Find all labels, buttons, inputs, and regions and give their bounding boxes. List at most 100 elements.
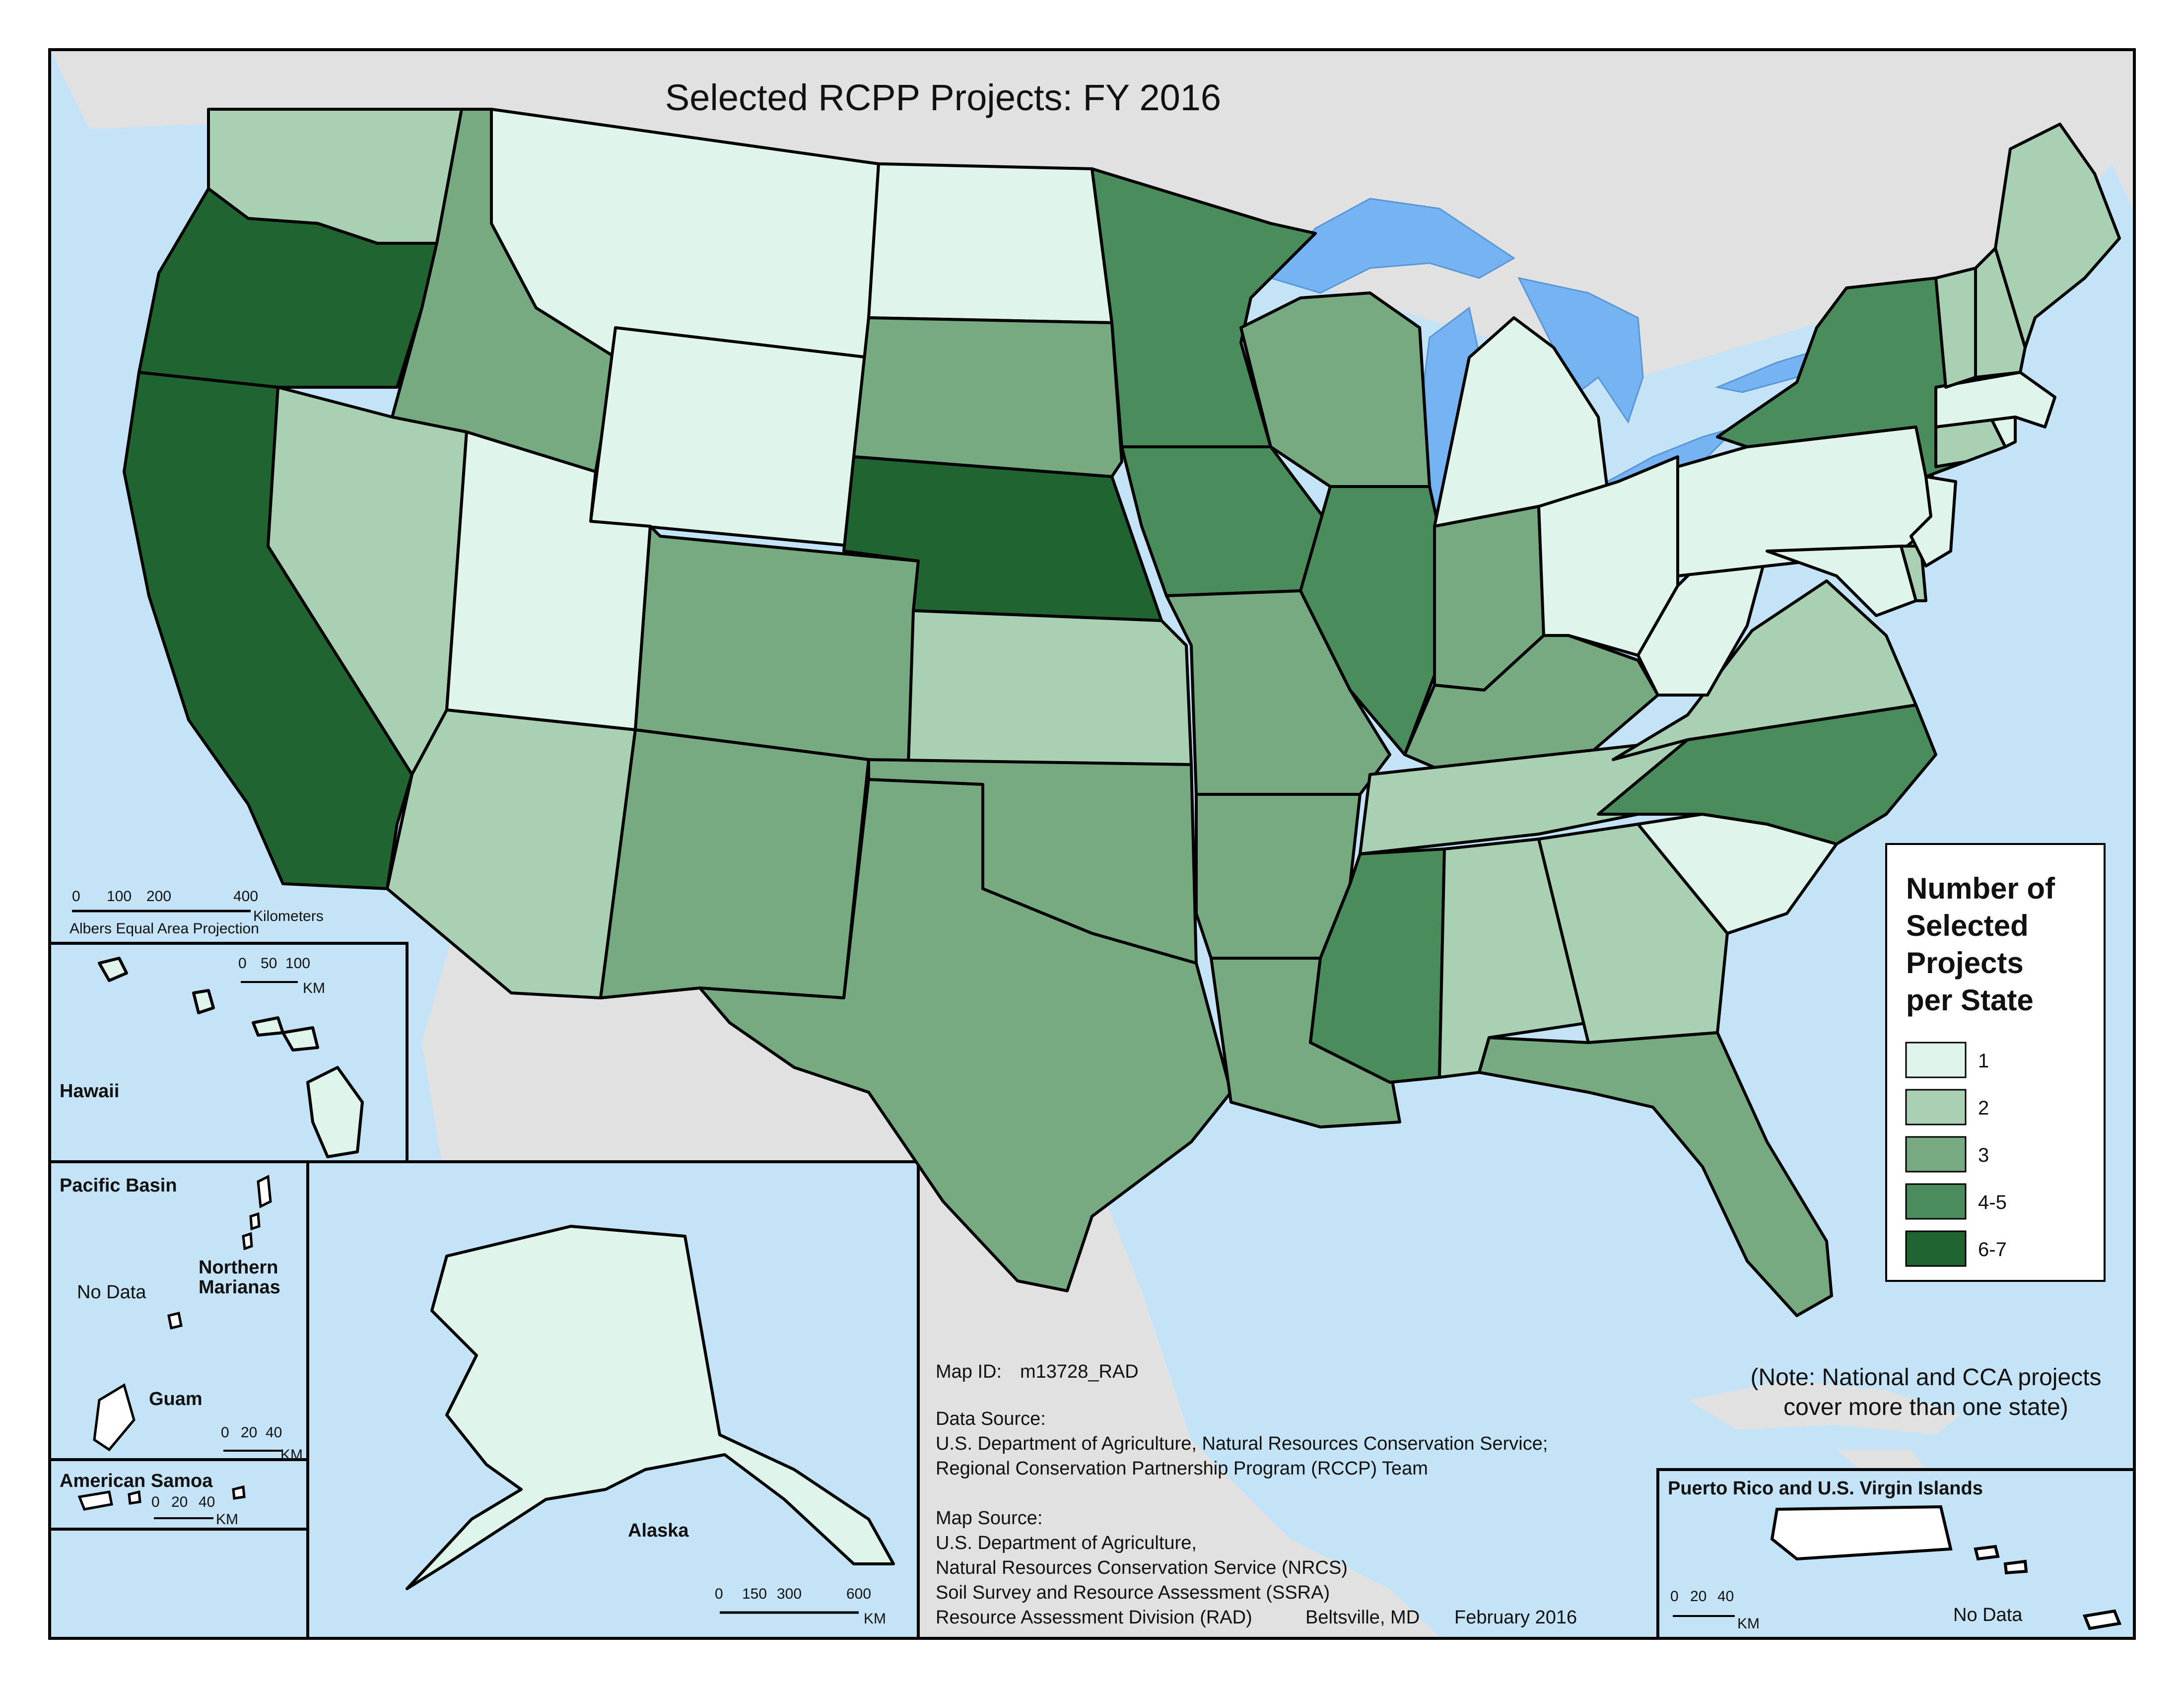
state-WY [589,326,870,548]
state-NH [1974,247,2027,379]
pacific-basin-label: Pacific Basin [60,1175,177,1196]
svg-text:m13728_RAD: m13728_RAD [1020,1361,1139,1382]
svg-text:per State: per State [1906,984,2034,1017]
svg-text:40: 40 [266,1424,282,1441]
legend-swatch [1905,1183,1967,1220]
svg-text:February 2016: February 2016 [1454,1607,1577,1628]
note: (Note: National and CCA projects cover m… [1750,1364,2101,1420]
svg-text:KM: KM [280,1447,303,1463]
state-MD [1766,545,1917,617]
state-NM [599,728,870,999]
svg-text:U.S. Department of Agriculture: U.S. Department of Agriculture, Natural … [936,1433,1548,1454]
svg-text:20: 20 [241,1424,257,1441]
svg-text:50: 50 [261,955,277,972]
svg-text:0: 0 [72,888,80,905]
svg-text:(Note: National and CCA projec: (Note: National and CCA projects [1750,1364,2101,1391]
legend-label: 6-7 [1978,1239,2007,1261]
puerto-rico-no-data: No Data [1953,1605,2023,1625]
svg-text:Albers Equal Area Projection: Albers Equal Area Projection [69,920,259,937]
svg-text:Regional Conservation Partners: Regional Conservation Partnership Progra… [936,1458,1428,1479]
svg-text:U.S. Department of Agriculture: U.S. Department of Agriculture, [936,1533,1197,1553]
svg-text:Soil Survey and Resource Asses: Soil Survey and Resource Assessment (SSR… [936,1582,1330,1603]
svg-text:cover more than one state): cover more than one state) [1783,1394,2068,1420]
svg-text:100: 100 [107,888,132,905]
state-KS [907,609,1193,766]
svg-text:Map ID:: Map ID: [936,1361,1002,1382]
state-FL [1478,1031,1833,1317]
state-GA [1537,823,1729,1044]
legend-swatch [1905,1230,1967,1267]
state-AK [406,1225,895,1590]
svg-text:KM: KM [303,980,325,996]
state-WI [1239,291,1431,488]
svg-text:100: 100 [285,955,310,972]
pacific-basin-inset [48,1160,309,1461]
samoa-scale: 0 20 40 KM [151,1494,238,1528]
svg-text:Kilometers: Kilometers [253,908,324,924]
pacific-no-data: No Data [77,1282,146,1303]
state-TX [698,778,1232,1292]
svg-text:20: 20 [171,1494,188,1510]
northern-marianas-label: Northern Marianas [199,1257,280,1298]
legend: Number of Selected Projects per State 1 2… [1885,843,2106,1282]
puerto-rico-islands [1770,1505,2122,1630]
main-scale-bar: 0 100 200 400 Kilometers Albers Equal Ar… [69,888,324,937]
american-samoa-label: American Samoa [60,1471,213,1491]
state-WV [1637,550,1769,697]
alaska-label: Alaska [628,1520,689,1541]
state-ND [867,162,1113,324]
svg-text:Projects: Projects [1906,946,2024,980]
legend-title: Number of [1906,872,2055,905]
svg-text:Data Source:: Data Source: [936,1408,1046,1429]
svg-text:0: 0 [151,1494,160,1510]
alaska-scale: 0 150 300 600 KM [715,1586,886,1627]
map-title: Selected RCPP Projects: FY 2016 [665,77,1221,118]
svg-text:Beltsville, MD: Beltsville, MD [1305,1607,1420,1628]
svg-text:40: 40 [1717,1588,1734,1605]
puerto-rico-label: Puerto Rico and U.S. Virgin Islands [1668,1478,1983,1499]
legend-label: 1 [1978,1050,1989,1072]
hawaii-label: Hawaii [60,1081,119,1102]
svg-text:150: 150 [742,1586,767,1602]
legend-swatch [1905,1136,1967,1173]
legend-swatch [1905,1089,1967,1125]
guam-label: Guam [149,1389,203,1409]
state-IL [1299,485,1441,756]
svg-text:400: 400 [233,888,258,905]
hawaii-scale: 0 50 100 KM [238,955,325,996]
svg-text:KM: KM [1737,1616,1760,1632]
puerto-rico-scale: 0 20 40 KM [1670,1588,1760,1632]
american-samoa-islands [77,1485,246,1511]
svg-text:KM: KM [216,1511,238,1528]
svg-text:Selected: Selected [1906,909,2029,942]
hawaii-islands [98,957,364,1158]
svg-text:KM: KM [864,1611,886,1627]
state-CO [634,525,920,766]
svg-text:0: 0 [221,1424,229,1441]
svg-text:40: 40 [199,1494,215,1510]
legend-label: 4-5 [1978,1192,2007,1213]
legend-label: 3 [1978,1144,1989,1166]
svg-text:20: 20 [1690,1588,1706,1605]
state-VA [1612,579,1917,761]
svg-text:0: 0 [1670,1588,1679,1605]
svg-text:Resource Assessment Division (: Resource Assessment Division (RAD) [936,1607,1252,1628]
state-MN [1091,167,1317,448]
guam-marianas-islands [93,1175,272,1452]
legend-swatch [1905,1042,1967,1078]
pacific-scale: 0 20 40 KM [221,1424,303,1463]
state-ME [1994,123,2121,349]
svg-text:Natural Resources Conservation: Natural Resources Conservation Service (… [936,1557,1348,1578]
state-SD [852,316,1123,478]
svg-text:600: 600 [846,1586,871,1602]
contiguous-states [123,108,2121,1317]
svg-text:0: 0 [715,1586,723,1602]
svg-text:0: 0 [238,955,247,972]
legend-label: 2 [1978,1097,1989,1119]
svg-text:300: 300 [777,1586,802,1602]
svg-text:200: 200 [146,888,171,905]
svg-text:Map Source:: Map Source: [936,1508,1042,1529]
map-info: Map ID: m13728_RAD Data Source: U.S. Dep… [936,1361,1577,1628]
state-NJ [1910,475,1957,567]
